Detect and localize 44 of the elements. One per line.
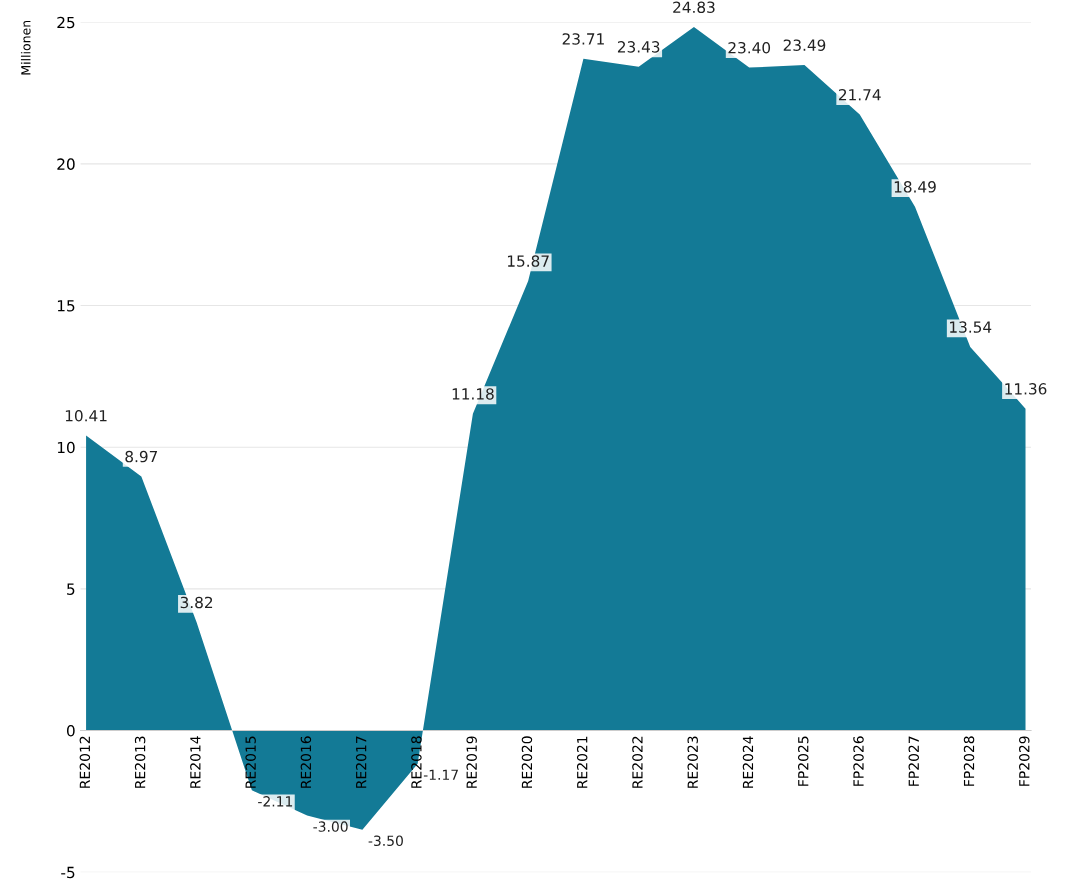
x-tick-label: FP2029 (1019, 736, 1030, 786)
x-tick-label: RE2020 (521, 736, 533, 788)
data-label: 11.36 (1005, 383, 1047, 395)
data-label: 23.49 (783, 39, 826, 51)
x-tick-label: RE2024 (742, 736, 754, 788)
y-tick-label: 10 (57, 441, 75, 454)
x-tick-label: RE2015 (245, 736, 256, 788)
y-tick-label: 25 (57, 16, 75, 29)
x-tick-label: RE2017 (355, 736, 367, 788)
data-label: 11.18 (452, 388, 494, 400)
y-tick-label: 5 (67, 583, 75, 595)
x-tick-label: RE2013 (134, 736, 146, 788)
data-label: -3.00 (313, 821, 348, 832)
data-label: -3.50 (368, 835, 403, 847)
y-tick-label: 0 (66, 725, 75, 737)
x-tick-label: RE2012 (79, 736, 91, 788)
data-label: 23.43 (617, 41, 660, 53)
data-label: -1.17 (423, 769, 458, 780)
data-label: 24.83 (673, 1, 715, 13)
x-tick-label: FP2027 (908, 736, 920, 786)
data-label: 15.87 (507, 255, 549, 267)
data-label: 23.40 (728, 41, 771, 54)
data-label: 18.49 (894, 181, 936, 193)
y-axis-title: Millionen (20, 20, 31, 75)
data-label: 8.97 (125, 450, 158, 463)
y-tick-label: -5 (61, 866, 75, 879)
y-tick-label: 15 (57, 300, 75, 312)
x-tick-label: RE2016 (300, 736, 312, 788)
data-label: 3.82 (180, 596, 213, 609)
data-label: 21.74 (838, 88, 881, 101)
data-label: -2.11 (258, 796, 293, 807)
x-tick-label: RE2014 (190, 736, 201, 788)
data-label: 10.41 (65, 409, 107, 422)
x-tick-label: RE2018 (411, 736, 422, 788)
x-tick-label: FP2028 (963, 736, 975, 786)
x-tick-label: RE2021 (576, 736, 588, 788)
x-tick-label: RE2023 (687, 736, 698, 788)
x-tick-label: RE2019 (466, 736, 477, 788)
x-tick-label: RE2022 (632, 736, 643, 788)
data-label: 13.54 (950, 321, 992, 333)
data-label: 23.71 (562, 33, 604, 45)
x-tick-label: FP2026 (853, 736, 864, 786)
x-tick-label: FP2025 (797, 736, 809, 786)
y-tick-label: 20 (57, 158, 75, 170)
